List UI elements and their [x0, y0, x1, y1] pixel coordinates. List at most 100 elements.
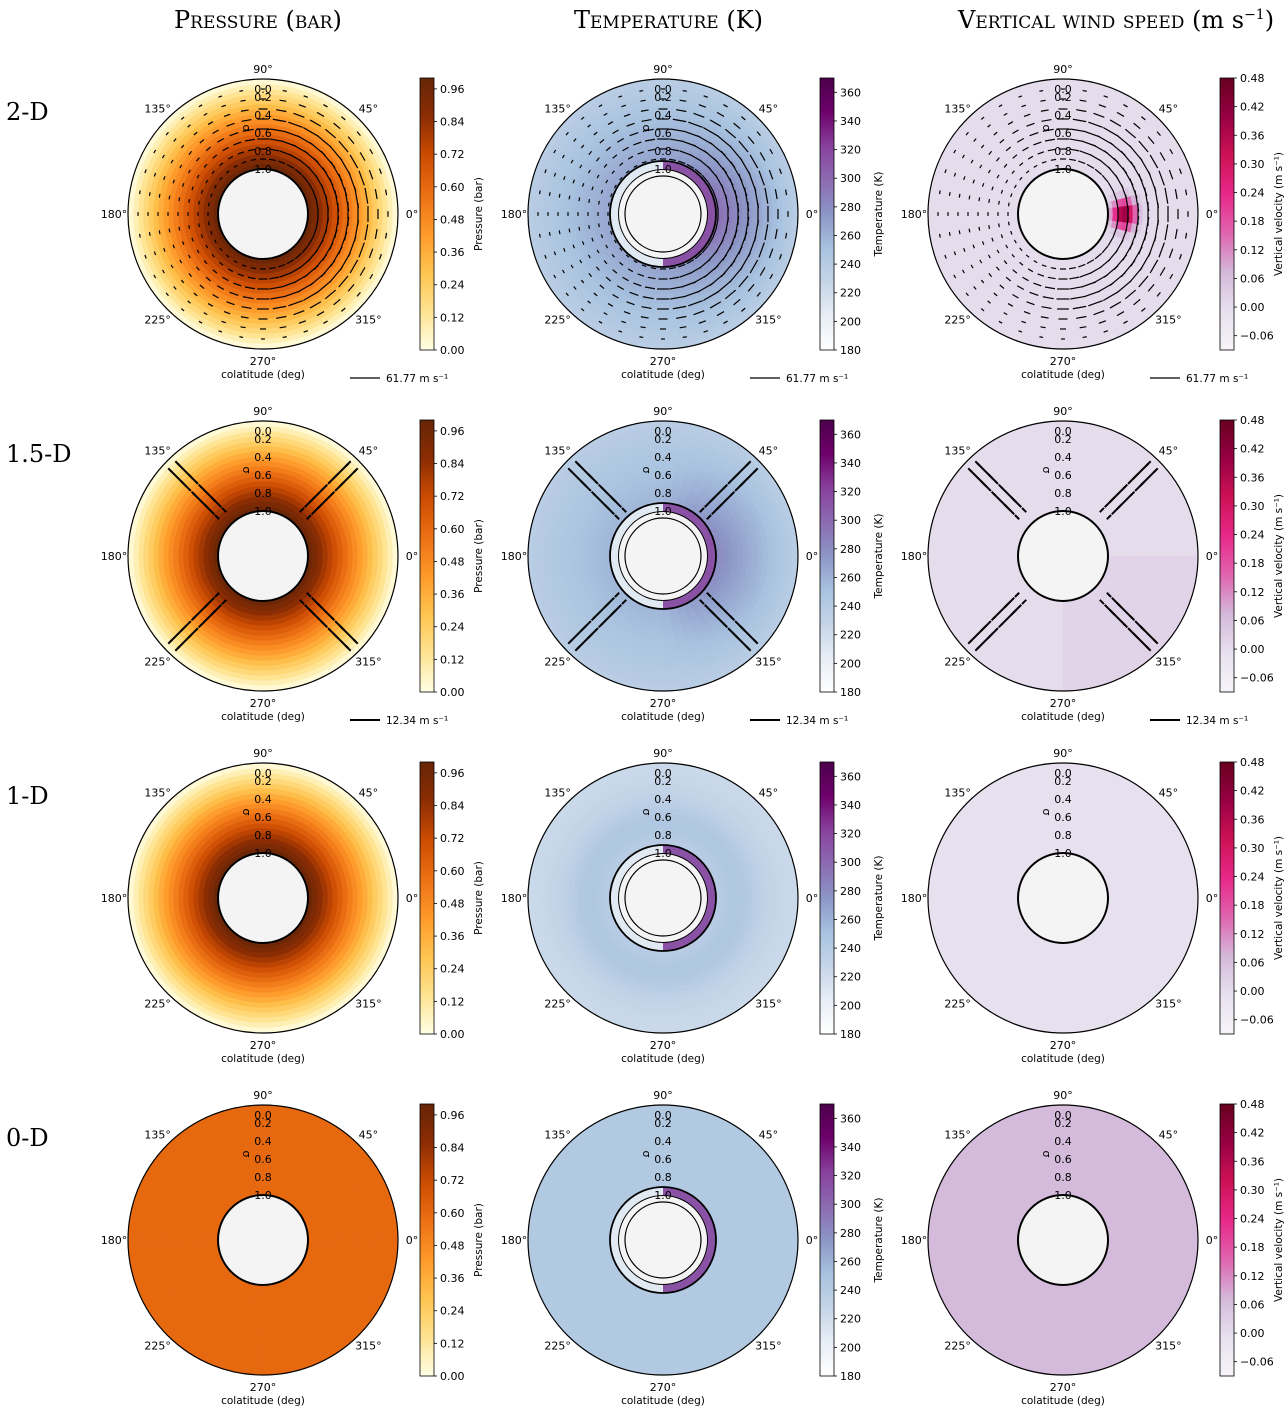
angle-tick-label: 0°: [806, 208, 819, 221]
wind-arrow: [1083, 91, 1087, 92]
radial-axis-label: σ: [240, 467, 253, 474]
field-cell: [198, 548, 204, 556]
field-cell: [653, 630, 663, 636]
colorbar-tick-label: 0.00: [440, 344, 465, 357]
colorbar-tick-label: 0.48: [1240, 72, 1265, 85]
field-cell: [342, 556, 348, 567]
angle-tick-label: 135°: [944, 103, 971, 116]
colorbar-tick-label: 0.18: [1240, 215, 1265, 228]
field-cell: [263, 264, 270, 269]
angle-tick-label: 135°: [144, 103, 171, 116]
colorbar-label: Pressure (bar): [473, 519, 485, 593]
wind-arrow: [540, 234, 541, 238]
field-cell: [251, 640, 263, 646]
field-cell: [593, 547, 599, 556]
colorbar-tick-label: 0.00: [440, 686, 465, 699]
colorbar: [420, 420, 434, 692]
vector-key-label: 61.77 m s⁻¹: [386, 373, 448, 385]
wind-arrow: [949, 192, 950, 196]
field-cell: [663, 615, 671, 621]
radial-tick-label: 1.0: [1054, 163, 1072, 176]
radial-axis-label: σ: [240, 125, 253, 132]
wind-arrow: [189, 225, 190, 229]
wind-arrow: [969, 229, 970, 233]
colorbar-tick-label: 0.72: [440, 148, 465, 161]
radial-tick-label: 0.2: [1054, 91, 1072, 104]
x-axis-label: colatitude (deg): [221, 711, 305, 723]
colorbar-tick-label: 0.96: [440, 425, 465, 438]
colorbar-tick-label: −0.06: [1240, 330, 1274, 343]
colorbar-tick-label: 0.24: [440, 279, 465, 292]
field-cell: [347, 556, 353, 568]
field-cell: [253, 630, 263, 636]
field-cell: [347, 544, 353, 556]
x-axis-label: colatitude (deg): [221, 369, 305, 381]
angle-tick-label: 45°: [359, 103, 379, 116]
angle-tick-label: 315°: [755, 313, 782, 326]
colorbar-tick-label: 0.48: [440, 555, 465, 568]
field-cell: [654, 620, 663, 626]
x-axis-label: colatitude (deg): [621, 369, 705, 381]
wind-arrow: [569, 229, 570, 233]
wind-arrow: [589, 225, 590, 229]
radial-tick-label: 0.6: [654, 127, 672, 140]
colorbar-tick-label: 0.24: [440, 621, 465, 634]
wind-arrow: [979, 197, 980, 201]
angle-tick-label: 315°: [355, 313, 382, 326]
wind-arrow: [559, 230, 560, 234]
field-cell: [254, 620, 263, 626]
angle-tick-label: 270°: [650, 355, 677, 368]
field-cell: [663, 620, 672, 626]
radial-axis-label: σ: [640, 125, 653, 132]
colorbar-tick-label: 0.96: [440, 83, 465, 96]
field-cell: [1063, 264, 1070, 269]
field-cell: [998, 206, 1004, 214]
field-cell: [718, 548, 723, 556]
field-cell: [603, 556, 608, 564]
angle-tick-label: 225°: [144, 313, 171, 326]
radial-tick-label: 0.6: [1054, 127, 1072, 140]
field-cell: [256, 606, 263, 611]
radial-tick-label: 0.6: [254, 469, 272, 482]
field-cell: [1008, 214, 1013, 221]
field-cell: [1008, 207, 1013, 214]
wind-arrow: [283, 91, 287, 92]
colorbar-tick-label: 0.84: [440, 458, 465, 471]
colorbar: [420, 78, 434, 350]
wind-arrow: [1009, 222, 1010, 226]
wind-arrow: [683, 337, 687, 338]
angle-tick-label: 135°: [544, 103, 571, 116]
wind-arrow: [169, 229, 170, 233]
colorbar-tick-label: 280: [840, 201, 861, 214]
field-cell: [583, 546, 589, 556]
wind-arrow: [959, 194, 960, 198]
field-cell: [603, 548, 608, 556]
colorbar-tick-label: 340: [840, 115, 861, 128]
wind-arrow: [949, 232, 950, 236]
radial-tick-label: 0.2: [654, 91, 672, 104]
colorbar-tick-label: 180: [840, 344, 861, 357]
field-cell: [193, 547, 199, 556]
colorbar-tick-label: 0.12: [1240, 244, 1265, 257]
field-cell: [663, 625, 673, 631]
inner-core: [218, 169, 308, 259]
wind-arrow: [179, 227, 180, 231]
colorbar-tick-label: 0.36: [440, 246, 465, 259]
angle-tick-label: 90°: [253, 405, 273, 418]
radial-tick-label: 0.4: [254, 451, 272, 464]
field-cell: [332, 546, 338, 556]
angle-tick-label: 180°: [101, 208, 128, 221]
field-cell: [188, 546, 194, 556]
radial-tick-label: 1.0: [254, 505, 272, 518]
field-cell: [263, 630, 273, 636]
field-cell: [578, 545, 584, 556]
radial-tick-label: 0.4: [654, 109, 672, 122]
wind-arrow: [140, 190, 141, 194]
angle-tick-label: 180°: [901, 208, 928, 221]
field-cell: [178, 203, 184, 214]
field-cell: [203, 548, 208, 556]
row-label-1-5d: 1.5-D: [6, 440, 72, 468]
field-cell: [178, 545, 184, 556]
field-cell: [208, 556, 213, 563]
radial-tick-label: 1.0: [254, 163, 272, 176]
